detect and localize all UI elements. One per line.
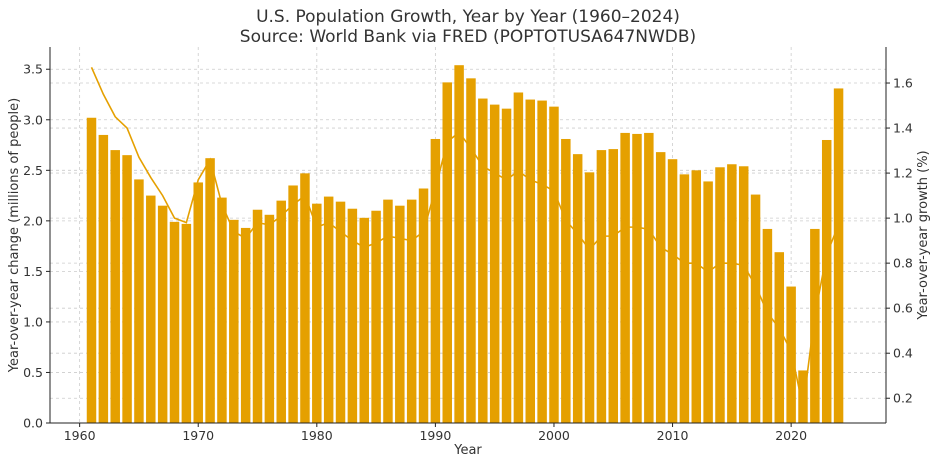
y-tick-label-2: 1.0 xyxy=(23,314,43,329)
bar-1977 xyxy=(276,200,286,423)
bar-1972 xyxy=(217,197,227,423)
y2-tick-label-3: 0.8 xyxy=(893,256,913,271)
bar-2008 xyxy=(644,132,654,423)
bar-1964 xyxy=(122,155,132,423)
chart-title: U.S. Population Growth, Year by Year (19… xyxy=(256,7,680,27)
bar-1967 xyxy=(157,205,168,423)
bar-1982 xyxy=(335,201,346,423)
bar-2015 xyxy=(727,164,737,423)
y2-tick-label-2: 0.6 xyxy=(893,301,913,316)
bar-2006 xyxy=(620,132,630,423)
bar-2014 xyxy=(715,167,725,423)
bar-1975 xyxy=(252,209,263,423)
x-axis-label: Year xyxy=(453,443,482,458)
bar-1973 xyxy=(229,219,239,423)
bar-2007 xyxy=(632,133,642,423)
bar-2009 xyxy=(655,152,666,423)
bar-2018 xyxy=(762,228,773,423)
x-tick-label-1960: 1960 xyxy=(64,428,96,443)
x-tick-label-1990: 1990 xyxy=(419,428,451,443)
bar-2001 xyxy=(561,138,571,423)
bar-2004 xyxy=(596,150,607,423)
bar-1962 xyxy=(98,134,109,423)
y2-tick-label-0: 0.2 xyxy=(893,391,913,406)
y2-tick-label-6: 1.4 xyxy=(893,121,913,136)
bar-2002 xyxy=(572,154,583,424)
bar-2019 xyxy=(774,252,785,423)
y-tick-label-3: 1.5 xyxy=(23,264,43,279)
bar-1980 xyxy=(312,203,322,423)
y-axis-label: Year-over-year change (millions of peopl… xyxy=(7,98,22,373)
y2-tick-label-7: 1.6 xyxy=(893,76,913,91)
bars-layer xyxy=(86,65,844,424)
bar-1994 xyxy=(478,98,488,423)
bar-2011 xyxy=(679,174,690,423)
bar-1992 xyxy=(454,65,464,424)
x-tick-label-2000: 2000 xyxy=(538,428,570,443)
bar-2003 xyxy=(584,172,595,423)
chart-subtitle: Source: World Bank via FRED (POPTOTUSA64… xyxy=(240,27,696,47)
growth-rate-line xyxy=(90,66,840,408)
bar-2023 xyxy=(821,139,832,423)
ticks-layer: 1960 1970 1980 1990 2000 2010 2020 0.0 0.5 1.0 1.5… xyxy=(23,62,913,443)
y2-tick-label-1: 0.4 xyxy=(893,346,913,361)
bar-2021 xyxy=(798,370,808,423)
y2-tick-label-5: 1.2 xyxy=(893,166,913,181)
bar-1991 xyxy=(442,82,452,423)
bar-2012 xyxy=(691,170,702,423)
y-tick-label-1: 0.5 xyxy=(23,365,43,380)
y2-tick-label-4: 1.0 xyxy=(893,211,913,226)
bar-1996 xyxy=(501,108,512,423)
x-tick-label-2020: 2020 xyxy=(775,428,807,443)
y2-axis-label: Year-over-year growth (%) xyxy=(916,150,931,320)
bar-2000 xyxy=(549,106,559,424)
bar-2017 xyxy=(750,194,761,423)
bar-1970 xyxy=(193,182,203,423)
bar-1968 xyxy=(169,221,180,423)
bar-1998 xyxy=(525,99,535,423)
axes-layer xyxy=(49,47,887,424)
bar-1989 xyxy=(418,188,429,423)
bar-1988 xyxy=(406,199,417,423)
bar-1990 xyxy=(430,138,441,423)
bar-1984 xyxy=(359,217,369,423)
bar-1985 xyxy=(371,210,381,423)
x-tick-label-1970: 1970 xyxy=(182,428,214,443)
bar-1976 xyxy=(264,214,275,423)
y-tick-label-4: 2.0 xyxy=(23,213,43,228)
bar-1966 xyxy=(146,195,156,423)
bar-2013 xyxy=(703,181,713,423)
bar-1999 xyxy=(537,100,547,424)
bar-1965 xyxy=(134,179,144,423)
x-tick-label-2010: 2010 xyxy=(657,428,689,443)
bar-1979 xyxy=(300,173,310,423)
bar-1969 xyxy=(181,223,192,423)
bar-1974 xyxy=(240,227,251,423)
bar-1987 xyxy=(395,205,405,423)
bar-1993 xyxy=(466,78,476,423)
bar-2024 xyxy=(833,88,844,423)
bar-1981 xyxy=(323,196,334,423)
bar-2010 xyxy=(667,159,678,423)
bar-1995 xyxy=(489,104,500,423)
bar-2016 xyxy=(738,166,749,424)
bar-1983 xyxy=(347,208,358,423)
bar-2022 xyxy=(810,228,820,423)
bar-1978 xyxy=(288,185,298,423)
bar-1961 xyxy=(86,117,97,423)
y-tick-label-0: 0.0 xyxy=(23,416,43,431)
y-tick-label-7: 3.5 xyxy=(23,62,43,77)
y-tick-label-5: 2.5 xyxy=(23,163,43,178)
x-tick-label-1980: 1980 xyxy=(301,428,333,443)
line-layer xyxy=(90,66,840,408)
y-tick-label-6: 3.0 xyxy=(23,112,43,127)
bar-1997 xyxy=(513,92,524,423)
bar-1963 xyxy=(110,150,120,423)
bar-1971 xyxy=(205,158,215,423)
bar-1986 xyxy=(383,199,393,423)
bar-2005 xyxy=(608,149,619,423)
